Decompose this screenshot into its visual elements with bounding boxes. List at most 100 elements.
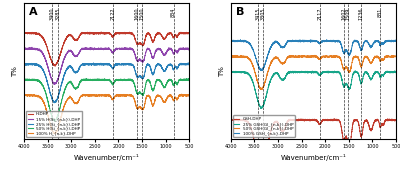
50% GSH(Gl_{n,k})-DHP [228,55,233,57]
25% GSH(Gl_{n,k})-DHP [263,98,268,100]
Text: A: A [29,7,38,18]
25% H(Si_{n,k})-DHP [52,102,57,104]
GSH-DHP [228,118,233,121]
50% H(Si_{n,k})-DHP [120,78,124,80]
15% H(Si_{n,k})-DHP [127,48,132,50]
25% H(Si_{n,k})-DHP [127,63,132,65]
H-DHP [99,31,104,33]
25% H(Si_{n,k})-DHP [186,62,190,64]
25% H(Si_{n,k})-DHP [56,95,61,97]
25% H(Si_{n,k})-DHP [82,64,86,66]
100% H_{n,k}-DHP [174,98,179,100]
H-DHP [100,32,104,34]
15% H(Si_{n,k})-DHP [52,83,57,86]
Line: GSH-DHP: GSH-DHP [231,118,396,139]
Text: 834: 834 [171,7,176,17]
X-axis label: Wavenumber/cm⁻¹: Wavenumber/cm⁻¹ [74,154,140,161]
X-axis label: Wavenumber/cm⁻¹: Wavenumber/cm⁻¹ [280,154,346,161]
100% H_{n,k}-DHP [187,95,192,97]
100% GSH_{n,k}-DHP [288,40,293,42]
GSH-DHP [288,120,293,122]
100% H_{n,k}-DHP [179,93,184,95]
Text: 1500: 1500 [140,7,144,20]
50% H(Si_{n,k})-DHP [22,79,26,81]
Legend: GSH-DHP, 25% GSH(Gl_{n,k})-DHP, 50% GSH(Gl_{n,k})-DHP, 100% GSH_{n,k}-DHP: GSH-DHP, 25% GSH(Gl_{n,k})-DHP, 50% GSH(… [233,115,295,137]
H-DHP [22,32,26,34]
100% GSH_{n,k}-DHP [228,40,233,42]
50% GSH(Gl_{n,k})-DHP [306,55,311,57]
25% GSH(Gl_{n,k})-DHP [306,71,311,73]
25% GSH(Gl_{n,k})-DHP [353,70,358,72]
25% GSH(Gl_{n,k})-DHP [288,71,293,73]
100% GSH_{n,k}-DHP [258,70,263,72]
100% H_{n,k}-DHP [82,94,86,96]
100% H_{n,k}-DHP [100,95,104,97]
50% GSH(Gl_{n,k})-DHP [312,54,317,56]
Text: 1602: 1602 [342,7,346,20]
GSH-DHP [263,138,268,140]
15% H(Si_{n,k})-DHP [30,46,34,48]
50% GSH(Gl_{n,k})-DHP [259,89,264,91]
15% H(Si_{n,k})-DHP [100,48,104,50]
25% GSH(Gl_{n,k})-DHP [394,71,398,73]
Line: 100% H_{n,k}-DHP: 100% H_{n,k}-DHP [24,94,189,134]
50% H(Si_{n,k})-DHP [187,79,192,81]
50% H(Si_{n,k})-DHP [82,79,86,81]
H-DHP [56,58,61,60]
Text: 3400: 3400 [50,7,55,20]
100% H_{n,k}-DHP [22,94,26,96]
100% H_{n,k}-DHP [53,133,58,135]
25% GSH(Gl_{n,k})-DHP [258,107,263,109]
Text: 2122: 2122 [110,7,115,20]
25% H(Si_{n,k})-DHP [100,64,104,66]
H-DHP [174,35,179,37]
100% GSH_{n,k}-DHP [306,40,311,42]
Line: 25% H(Si_{n,k})-DHP: 25% H(Si_{n,k})-DHP [24,63,189,103]
50% H(Si_{n,k})-DHP [127,79,132,81]
25% H(Si_{n,k})-DHP [120,64,124,66]
Text: 3285: 3285 [55,7,60,20]
100% GSH_{n,k}-DHP [326,40,331,42]
Y-axis label: T%: T% [12,66,18,77]
Line: 15% H(Si_{n,k})-DHP: 15% H(Si_{n,k})-DHP [24,47,189,84]
H-DHP [187,32,192,34]
50% GSH(Gl_{n,k})-DHP [263,80,268,82]
100% H_{n,k}-DHP [56,125,61,127]
Text: 2117: 2117 [317,7,322,20]
Line: H-DHP: H-DHP [24,32,189,66]
Text: 1600: 1600 [135,7,140,20]
15% H(Si_{n,k})-DHP [174,52,179,54]
H-DHP [53,65,58,67]
50% GSH(Gl_{n,k})-DHP [326,56,331,58]
50% GSH(Gl_{n,k})-DHP [334,56,338,58]
100% GSH_{n,k}-DHP [381,43,386,45]
50% H(Si_{n,k})-DHP [184,78,189,80]
25% GSH(Gl_{n,k})-DHP [333,71,338,73]
Text: B: B [236,7,244,18]
100% GSH_{n,k}-DHP [263,63,268,65]
100% H_{n,k}-DHP [127,94,132,96]
50% H(Si_{n,k})-DHP [52,120,57,122]
50% H(Si_{n,k})-DHP [100,78,104,80]
15% H(Si_{n,k})-DHP [120,47,124,49]
50% GSH(Gl_{n,k})-DHP [394,55,398,57]
15% H(Si_{n,k})-DHP [82,47,86,49]
Line: 25% GSH(Gl_{n,k})-DHP: 25% GSH(Gl_{n,k})-DHP [231,71,396,108]
15% H(Si_{n,k})-DHP [187,48,192,50]
15% H(Si_{n,k})-DHP [22,48,26,50]
GSH-DHP [381,124,386,126]
25% H(Si_{n,k})-DHP [174,67,179,69]
100% H_{n,k}-DHP [120,95,124,97]
100% GSH_{n,k}-DHP [238,39,243,41]
GSH-DHP [306,119,311,121]
Line: 50% H(Si_{n,k})-DHP: 50% H(Si_{n,k})-DHP [24,79,189,121]
100% GSH_{n,k}-DHP [334,40,338,42]
25% GSH(Gl_{n,k})-DHP [326,70,331,72]
Legend: H-DHP, 15% H(Si_{n,k})-DHP, 25% H(Si_{n,k})-DHP, 50% H(Si_{n,k})-DHP, 100% H_{n,: H-DHP, 15% H(Si_{n,k})-DHP, 25% H(Si_{n,… [26,111,82,137]
50% H(Si_{n,k})-DHP [56,112,61,114]
100% GSH_{n,k}-DHP [394,40,398,42]
H-DHP [120,33,124,35]
Line: 100% GSH_{n,k}-DHP: 100% GSH_{n,k}-DHP [231,40,396,71]
Text: 831: 831 [378,7,383,17]
GSH-DHP [394,119,398,121]
